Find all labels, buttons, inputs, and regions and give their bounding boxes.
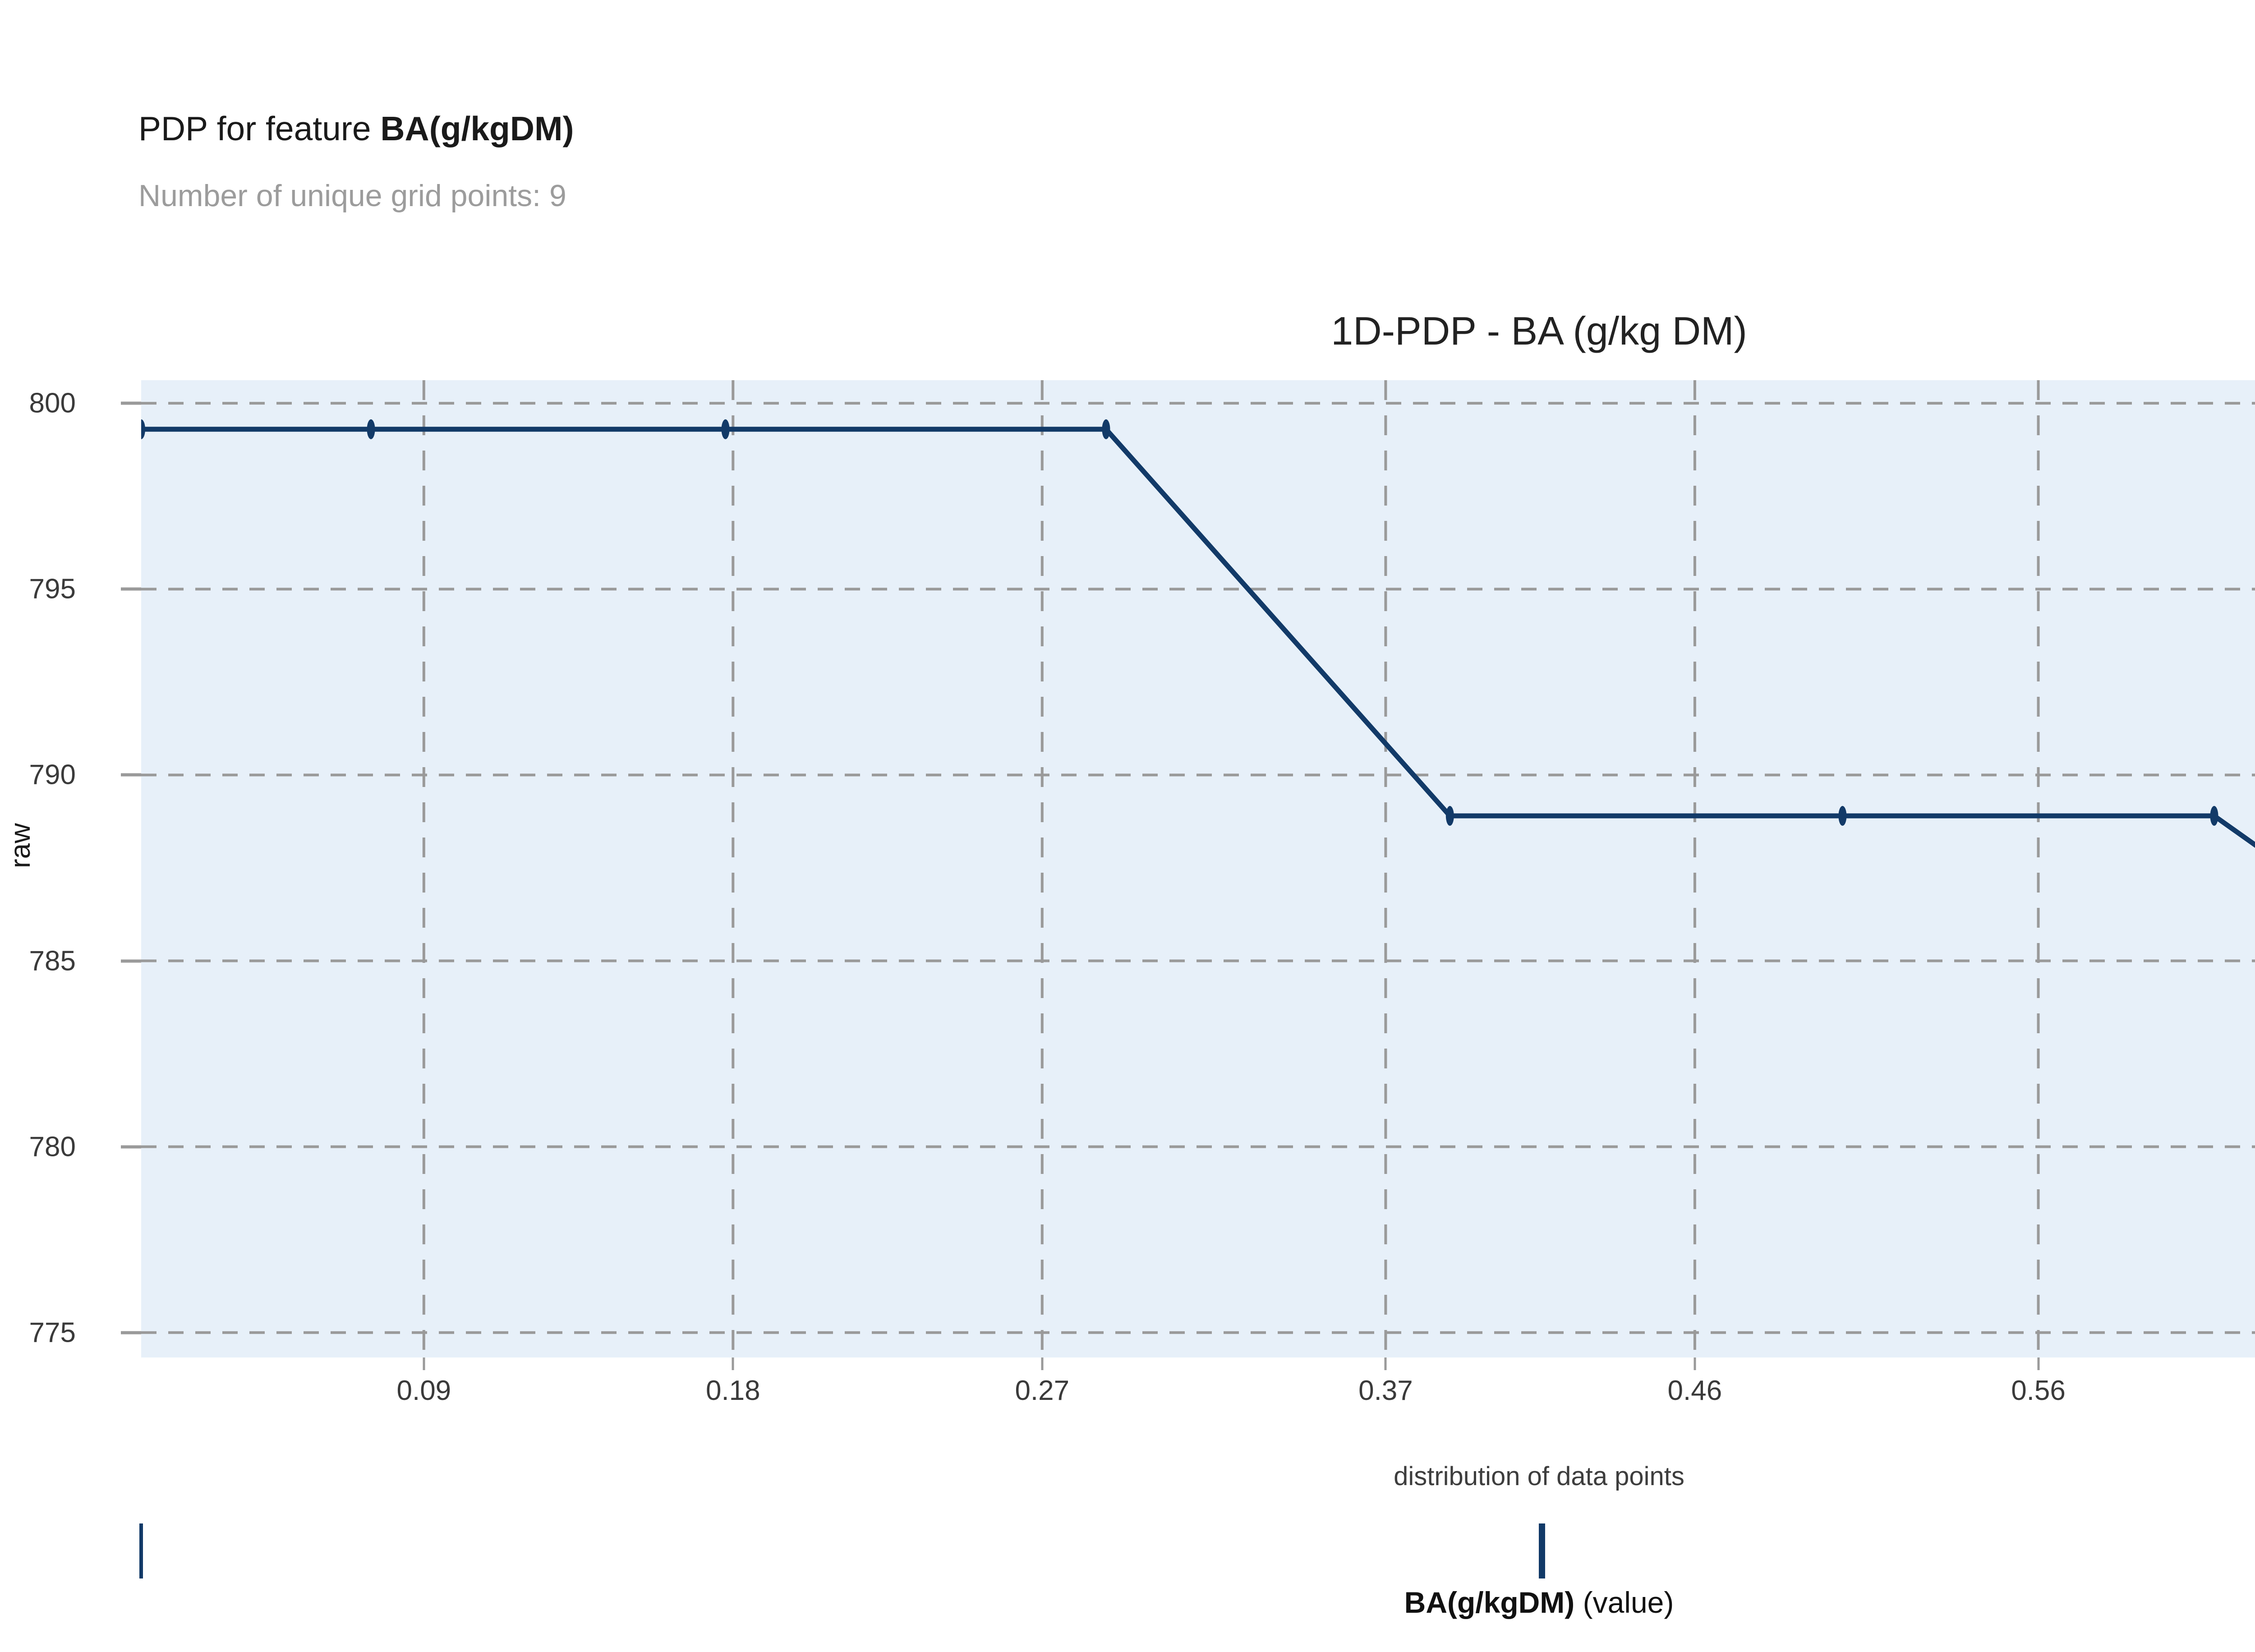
page-title: PDP for feature BA(g/kgDM) — [138, 112, 574, 146]
y-axis-tick-label: 775 — [29, 1317, 76, 1348]
y-gridlines — [141, 402, 2255, 1334]
x-axis-tick-label: 0.09 — [396, 1375, 451, 1406]
y-axis-tick-label: 785 — [29, 945, 76, 976]
pdp-data-point — [1102, 419, 1110, 439]
y-axis-label: raw — [5, 823, 36, 868]
rug-tick — [139, 1523, 143, 1578]
pdp-line — [141, 427, 2255, 848]
y-axis-tick-mark — [121, 587, 141, 591]
x-axis-tick-mark — [1041, 1357, 1044, 1370]
y-axis-tick-label: 780 — [29, 1131, 76, 1163]
page-title-prefix: PDP for feature — [138, 110, 381, 147]
x-axis-tick-mark — [1694, 1357, 1696, 1370]
pdp-data-point — [1838, 806, 1847, 826]
x-axis-title-suffix: (value) — [1574, 1586, 1674, 1619]
x-axis-tick-label: 0.27 — [1015, 1375, 1070, 1406]
grid-points-subtitle: Number of unique grid points: 9 — [138, 179, 566, 213]
plot-svg — [141, 380, 2255, 1357]
y-axis-tick-mark — [121, 773, 141, 777]
y-axis-tick-label: 795 — [29, 573, 76, 605]
y-axis-tick-label: 800 — [29, 387, 76, 419]
x-axis-tick-mark — [2037, 1357, 2040, 1370]
plot-area — [141, 380, 2255, 1357]
x-axis-tick-mark — [423, 1357, 425, 1370]
y-axis-tick-mark — [121, 959, 141, 962]
y-axis-tick-mark — [121, 401, 141, 405]
chart-title: 1D-PDP - BA (g/kg DM) — [1331, 308, 1747, 353]
x-axis-title: BA(g/kgDM) (value) — [141, 1588, 2255, 1617]
pdp-data-point — [367, 419, 375, 439]
pdp-data-point — [2210, 806, 2218, 826]
distribution-caption: distribution of data points — [1394, 1462, 1684, 1491]
x-axis-tick-mark — [1384, 1357, 1387, 1370]
x-axis-tick-label: 0.56 — [2011, 1375, 2066, 1406]
y-axis-tick-label: 790 — [29, 759, 76, 791]
x-axis-tick-label: 0.37 — [1358, 1375, 1413, 1406]
page-title-feature: BA(g/kgDM) — [380, 110, 574, 147]
pdp-data-point — [1445, 806, 1454, 826]
rug-tick — [1538, 1523, 1545, 1578]
x-axis-title-feature: BA(g/kgDM) — [1404, 1586, 1575, 1619]
pdp-markers — [141, 419, 2218, 826]
pdp-data-point — [141, 419, 145, 439]
y-axis-tick-mark — [121, 1331, 141, 1334]
pdp-data-point — [721, 419, 730, 439]
y-axis-tick-mark — [121, 1145, 141, 1149]
x-axis-tick-mark — [732, 1357, 734, 1370]
x-axis-tick-label: 0.18 — [705, 1375, 760, 1406]
x-gridlines — [422, 380, 2040, 1357]
x-axis-tick-label: 0.46 — [1667, 1375, 1722, 1406]
